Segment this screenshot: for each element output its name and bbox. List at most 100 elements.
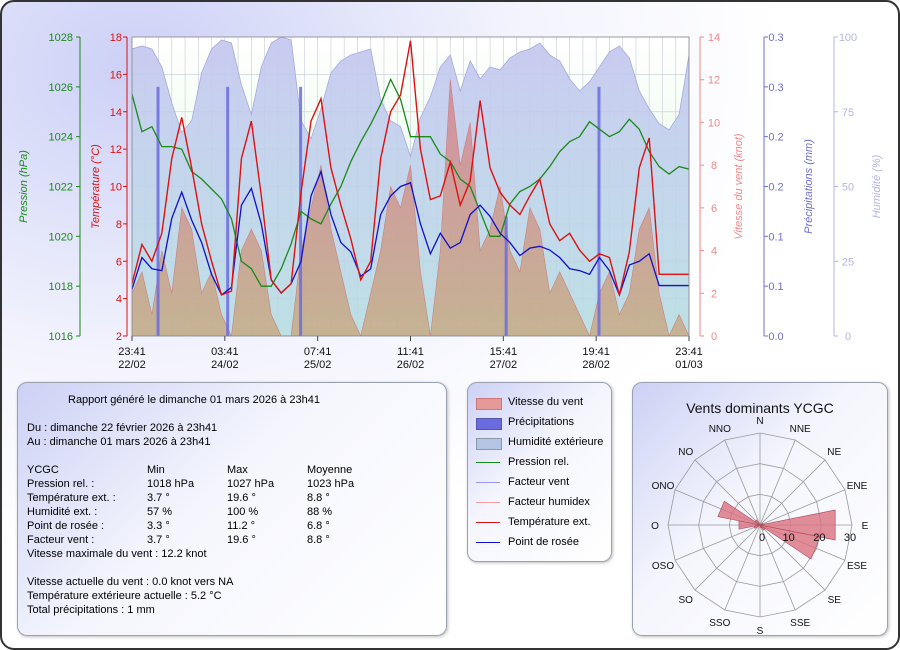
rose-direction-label: S [757,626,764,635]
rose-direction-label: NO [678,447,693,458]
report-row-label: Humidité ext. : [27,506,98,518]
report-row-min: 3.7 ° [147,492,170,504]
temperature-tick-label: 18 [110,32,122,44]
report-panel: Rapport généré le dimanche 01 mars 2026 … [17,382,447,636]
report-row-min: 3.3 ° [147,520,170,532]
legend-label: Facteur vent [508,476,570,488]
temperature-tick-label: 2 [116,331,122,343]
report-col-max: Max [227,464,248,476]
wind-rose: Vents dominants YCGCNNNENEENEEESESESSESS… [651,400,869,635]
legend-line [476,462,500,463]
temperature-line [132,40,689,296]
rose-spoke [724,439,761,526]
humidity-axis-title: Humidité (%) [871,154,883,218]
pressure-tick-label: 1022 [49,182,73,194]
rose-direction-label: ENE [847,481,868,492]
report-total-precip: Total précipitations : 1 mm [27,604,155,616]
pressure-tick-label: 1026 [49,82,73,94]
report-row-label: Facteur vent : [27,534,95,546]
rose-direction-label: O [651,521,659,532]
rose-direction-label: NE [827,447,841,458]
report-row-max: 19.6 ° [227,534,256,546]
humidity-tick-label: 100 [839,32,857,44]
rose-spoke [724,524,761,611]
rose-direction-label: SSO [709,618,730,629]
report-row-avg: 88 % [307,506,333,518]
precip-bar [597,86,601,336]
report-row-min: 3.7 ° [147,534,170,546]
legend-swatch [476,418,502,430]
legend-swatch [476,398,502,410]
report-row-label: Température ext. : [27,492,116,504]
rose-petal [759,524,763,529]
wind-tick-label: 14 [708,32,720,44]
report-row-avg: 8.8 ° [307,492,330,504]
pressure-axis-title: Pression (hPa) [18,150,30,223]
rose-direction-label: NNO [709,424,731,435]
report-current-temp: Température extérieure actuelle : 5.2 °C [27,590,222,602]
precip-bar [156,86,160,336]
rose-direction-label: N [756,416,763,427]
rose-spoke [759,459,826,526]
rose-direction-label: NNE [790,424,811,435]
report-row-avg: 1023 hPa [307,478,355,490]
temperature-tick-label: 16 [110,69,122,81]
rose-r-tick-label: 10 [783,532,795,544]
rose-spoke [759,524,796,611]
rose-spoke [694,524,761,591]
x-tick-date: 24/02 [211,359,239,371]
chart-legend: Vitesse du vent Précipitations Humidité … [467,382,612,562]
legend-line [476,502,500,503]
legend-swatch [476,438,502,450]
wind-tick-label: 12 [708,75,720,87]
precip-tick-label: 0.1 [768,231,783,243]
report-to: Au : dimanche 01 mars 2026 à 23h41 [27,436,211,448]
humidity-tick-label: 50 [842,182,854,194]
rose-petal [759,524,821,560]
wind-tick-label: 10 [708,117,720,129]
rose-direction-label: SO [679,595,694,606]
legend-line [476,522,500,523]
pressure-tick-label: 1020 [49,231,73,243]
precip-tick-label: 0.2 [768,132,783,144]
x-tick-date: 01/03 [675,359,703,371]
temperature-tick-label: 10 [110,182,122,194]
wind-axis-title: Vitesse du vent (knot) [733,133,745,240]
legend-label: Facteur humidex [508,496,590,508]
x-tick-time: 19:41 [582,346,610,358]
report-row-max: 11.2 ° [227,520,256,532]
temperature-axis-title: Température (°C) [90,144,102,229]
legend-line [476,542,500,543]
legend-label: Température ext. [508,516,591,528]
x-tick-time: 15:41 [490,346,518,358]
report-row-avg: 8.8 ° [307,534,330,546]
precip-tick-label: 0.3 [768,82,783,94]
rose-direction-label: ESE [847,561,867,572]
report-col-avg: Moyenne [307,464,353,476]
pressure-tick-label: 1024 [49,132,73,144]
wind-rose-title: Vents dominants YCGC [686,400,834,416]
report-generated: Rapport généré le dimanche 01 mars 2026 … [68,394,320,406]
x-tick-date: 27/02 [490,359,518,371]
rose-r-tick-label: 0 [759,532,765,544]
report-row-max: 1027 hPa [227,478,275,490]
rose-spoke [694,459,761,526]
legend-label: Humidité extérieure [508,436,604,448]
temperature-tick-label: 4 [116,294,122,306]
wind-tick-label: 8 [711,160,717,172]
x-tick-date: 28/02 [582,359,610,371]
temperature-tick-label: 8 [116,219,122,231]
precip-tick-label: 0.3 [768,32,783,44]
rose-spoke [759,524,826,591]
rose-spoke [759,489,846,526]
report-current-wind: Vitesse actuelle du vent : 0.0 knot vers… [27,576,234,588]
wind-rose-panel: Vents dominants YCGC N NNE NE ENE E ESE SE SSE S S… [632,382,888,636]
x-tick-date: 25/02 [304,359,332,371]
report-row-label: Pression rel. : [27,478,95,490]
report-col-min: Min [147,464,165,476]
report-from: Du : dimanche 22 février 2026 à 23h41 [27,422,218,434]
rose-direction-label: SE [828,595,842,606]
rose-direction-label: SSE [790,618,810,629]
rose-r-tick-label: 30 [844,532,856,544]
